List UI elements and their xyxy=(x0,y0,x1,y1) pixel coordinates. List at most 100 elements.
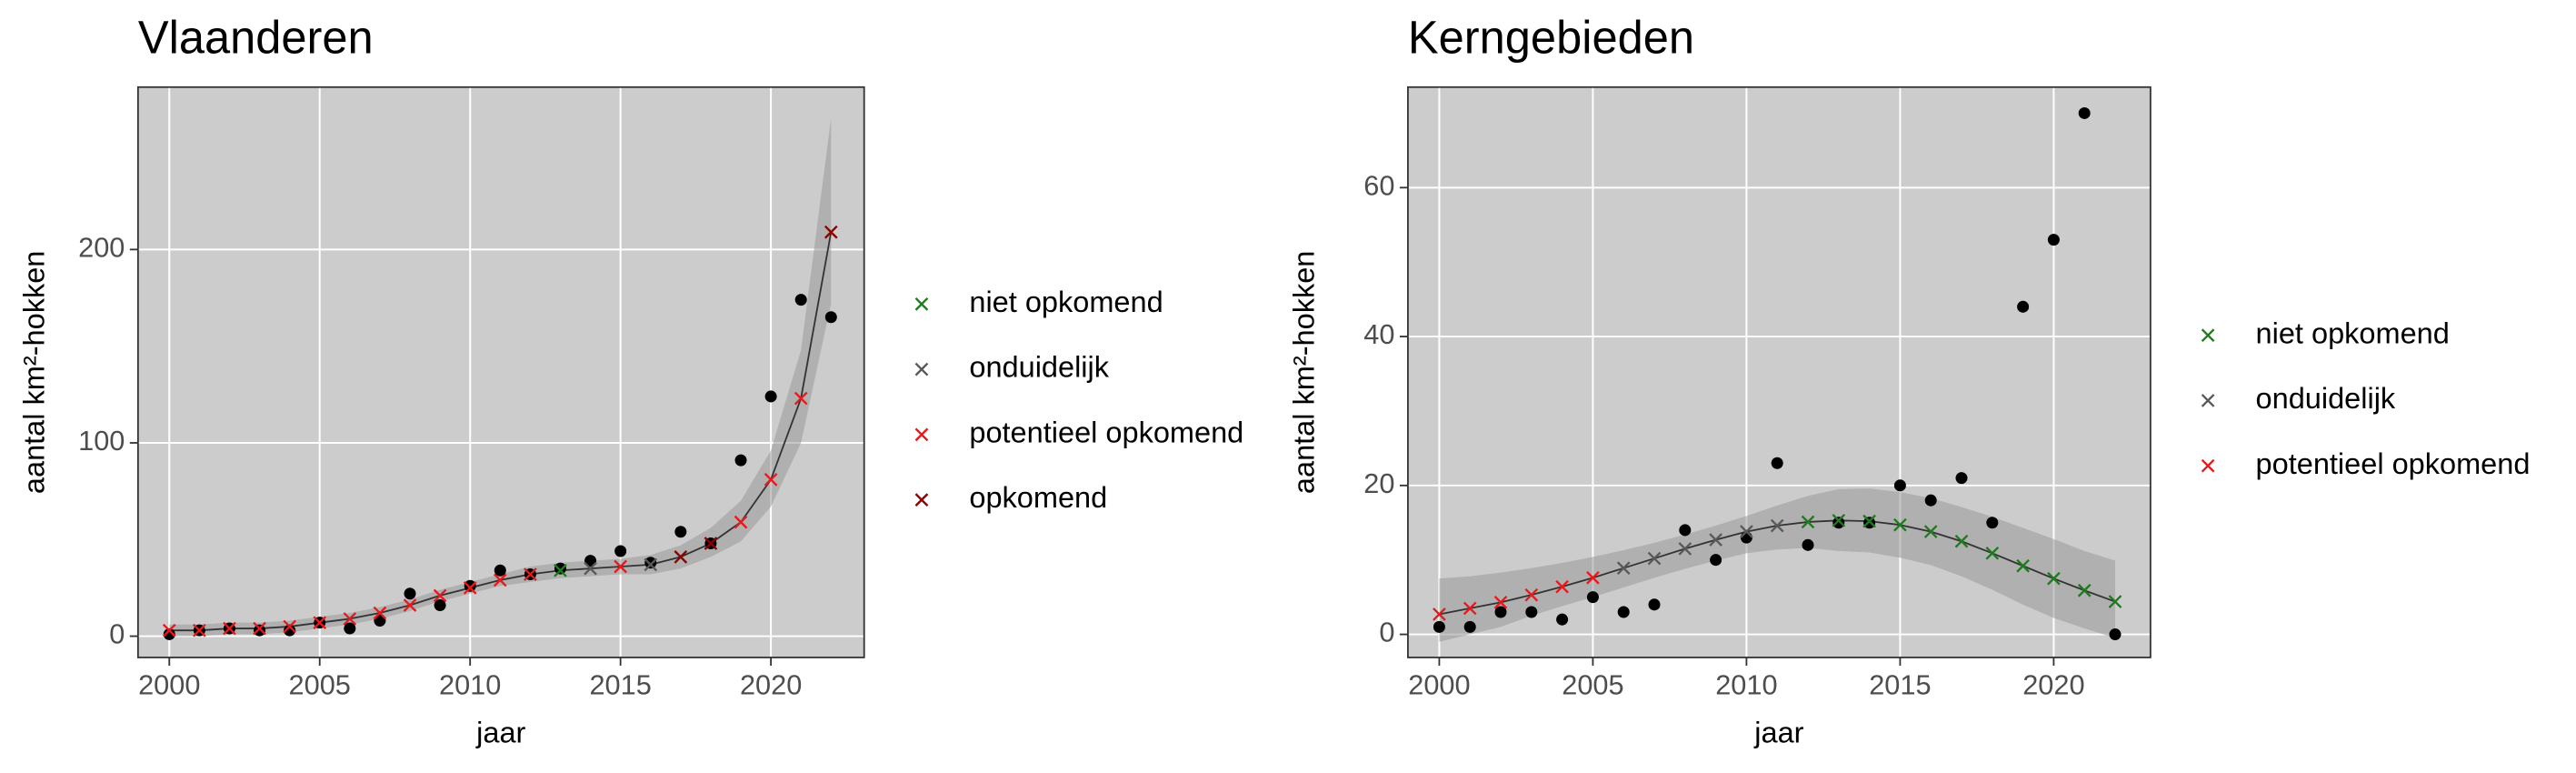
fit-marker xyxy=(373,606,387,620)
observed-point xyxy=(434,599,446,612)
fit-line xyxy=(379,604,411,614)
fit-line xyxy=(1900,524,1932,533)
observed-point xyxy=(2017,300,2030,313)
fit-marker xyxy=(2047,571,2061,586)
y-tick-label: 200 xyxy=(78,231,125,263)
observed-point xyxy=(344,622,356,635)
fit-line xyxy=(800,232,833,399)
fit-line xyxy=(1653,547,1686,559)
observed-point xyxy=(764,390,777,403)
y-axis-label: aantal km²-hokken xyxy=(1287,251,1320,494)
observed-point xyxy=(1556,613,1569,626)
x-tick-label: 2000 xyxy=(138,669,200,701)
observed-point xyxy=(584,555,597,567)
fit-marker xyxy=(1433,607,1446,621)
fit-marker xyxy=(1586,571,1600,585)
y-tick-label: 60 xyxy=(1363,169,1394,201)
legend-label: potentieel opkomend xyxy=(969,416,1243,448)
legend-marker xyxy=(914,362,929,376)
fit-marker xyxy=(1985,546,2000,560)
fit-line xyxy=(1500,594,1533,604)
fit-line xyxy=(1961,540,1993,555)
fit-line xyxy=(1715,530,1747,541)
fit-marker xyxy=(343,612,357,626)
legend-label: potentieel opkomend xyxy=(2256,447,2531,480)
x-tick-label: 2010 xyxy=(439,669,501,701)
fit-marker xyxy=(193,623,206,637)
fit-line xyxy=(770,397,803,480)
observed-point xyxy=(464,579,476,592)
fit-marker xyxy=(794,391,808,406)
fit-line xyxy=(1470,601,1502,609)
observed-point xyxy=(254,624,266,637)
fit-marker xyxy=(223,621,236,636)
observed-point xyxy=(554,562,566,575)
observed-point xyxy=(1463,620,1476,633)
observed-point xyxy=(1494,606,1507,618)
fit-line xyxy=(349,612,381,620)
fit-line xyxy=(590,566,621,570)
fit-marker xyxy=(824,225,838,239)
fit-marker xyxy=(1524,587,1539,602)
observed-point xyxy=(284,624,296,637)
fit-line xyxy=(1992,552,2023,567)
fit-marker xyxy=(1954,534,1969,548)
chart-title: Kerngebieden xyxy=(1408,12,1694,64)
fit-marker xyxy=(764,473,778,487)
x-tick-label: 2015 xyxy=(1869,669,1931,701)
fit-marker xyxy=(1647,551,1662,566)
x-tick-label: 2005 xyxy=(289,669,351,701)
fit-marker xyxy=(1493,596,1508,609)
fit-line xyxy=(2053,577,2085,592)
y-tick-label: 0 xyxy=(109,618,125,650)
x-tick-label: 2005 xyxy=(1562,669,1623,701)
legend-marker xyxy=(914,297,929,311)
fit-line xyxy=(1684,538,1716,550)
observed-point xyxy=(1525,606,1538,618)
observed-point xyxy=(1986,517,1999,529)
fit-line xyxy=(1593,567,1624,579)
observed-point xyxy=(1955,472,1968,485)
observed-point xyxy=(404,587,416,600)
fit-marker xyxy=(704,537,718,550)
fit-marker xyxy=(734,515,748,529)
fit-line xyxy=(409,595,441,607)
fit-marker xyxy=(2077,583,2092,597)
fit-marker xyxy=(2108,595,2122,608)
observed-point xyxy=(1617,606,1630,618)
fit-marker xyxy=(1740,525,1753,538)
legend-marker xyxy=(914,493,929,507)
observed-point xyxy=(644,557,657,569)
legend-label: niet opkomend xyxy=(969,286,1163,318)
fit-marker xyxy=(1770,518,1784,533)
fit-line xyxy=(2022,565,2054,579)
y-tick-label: 20 xyxy=(1363,467,1394,499)
fit-line xyxy=(1746,525,1778,533)
fit-marker xyxy=(1709,533,1722,547)
confidence-band xyxy=(1439,488,2115,642)
observed-point xyxy=(1433,620,1445,633)
observed-point xyxy=(1924,494,1937,507)
observed-point xyxy=(2047,234,2060,246)
fit-marker xyxy=(1678,542,1692,556)
fit-marker xyxy=(1862,514,1876,528)
observed-point xyxy=(734,454,747,467)
observed-point xyxy=(794,294,807,306)
observed-point xyxy=(1893,479,1906,492)
observed-point xyxy=(1586,591,1599,604)
observed-point xyxy=(494,564,506,577)
fit-marker xyxy=(253,621,266,636)
x-axis-label: jaar xyxy=(1753,716,1803,748)
fit-marker xyxy=(283,619,296,634)
fit-marker xyxy=(644,557,658,572)
fit-marker xyxy=(2016,558,2030,573)
fit-line xyxy=(1531,586,1563,597)
fit-marker xyxy=(584,561,597,576)
fit-marker xyxy=(493,573,507,587)
panel-border xyxy=(136,85,865,658)
legend-label: onduidelijk xyxy=(2256,382,2396,415)
panel xyxy=(137,86,864,658)
x-tick-label: 2015 xyxy=(589,669,651,701)
